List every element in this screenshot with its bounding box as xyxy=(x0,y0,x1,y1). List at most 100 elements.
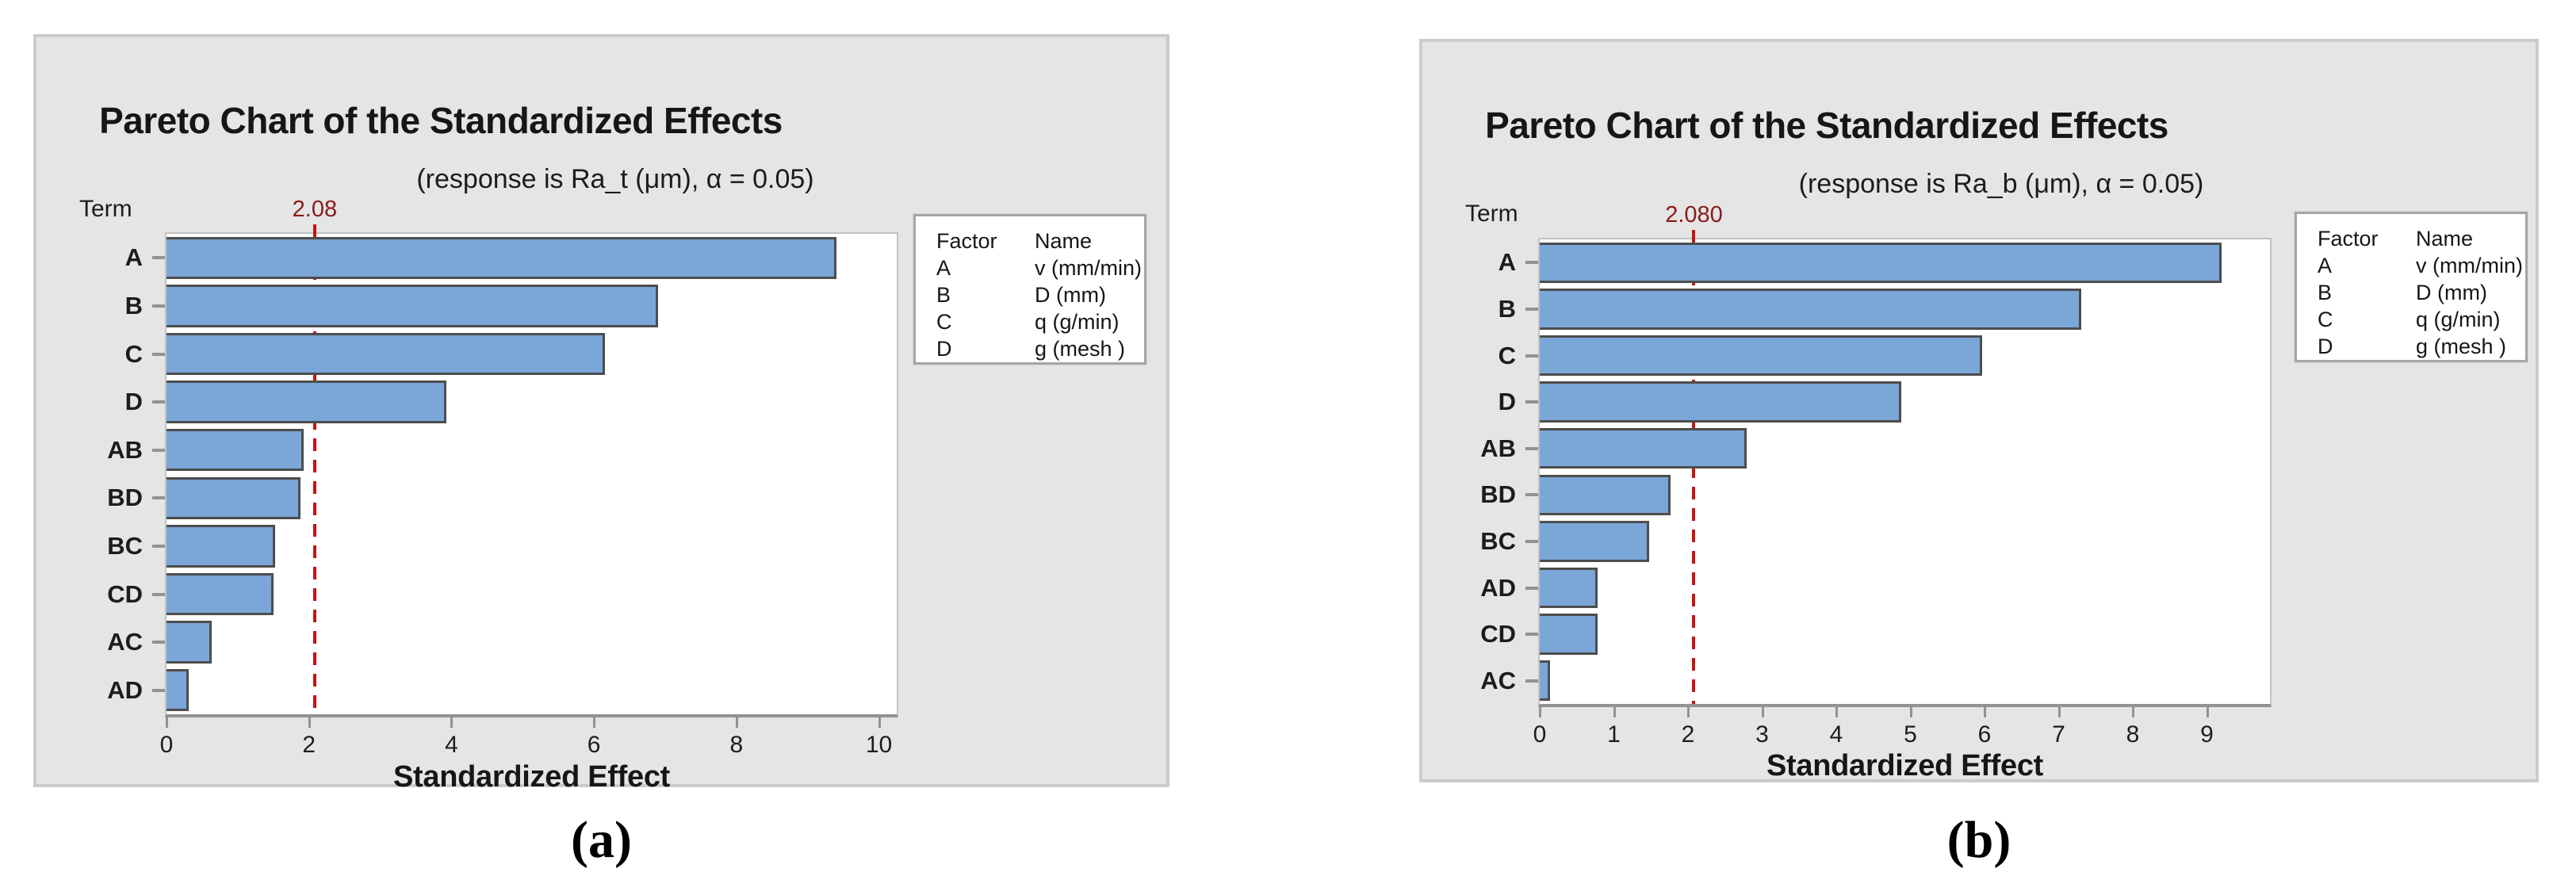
legend-factor-B: B xyxy=(936,283,951,307)
effect-bar-AD xyxy=(167,669,189,712)
term-label-AB: AB xyxy=(1480,434,1516,462)
x-tick-label: 5 xyxy=(1904,721,1917,748)
reference-value-label: 2.08 xyxy=(292,197,338,222)
x-tick-label: 9 xyxy=(2200,721,2214,748)
effect-bar-B xyxy=(167,285,658,327)
term-label-C: C xyxy=(124,339,143,368)
effect-bar-BC xyxy=(1540,521,1650,562)
term-label-C: C xyxy=(1498,341,1516,369)
legend-header-name: Name xyxy=(2416,227,2474,251)
term-label-CD: CD xyxy=(107,579,143,608)
y-tick xyxy=(152,256,165,260)
legend-name-B: D (mm) xyxy=(2416,281,2487,304)
subfigure-label-a: (a) xyxy=(571,811,632,869)
y-tick xyxy=(1525,586,1538,590)
x-tick xyxy=(1687,707,1690,717)
y-tick xyxy=(152,448,165,452)
x-tick xyxy=(1539,707,1541,717)
y-axis-title: Term xyxy=(1465,201,1518,227)
x-tick xyxy=(1909,707,1912,717)
x-tick xyxy=(2057,707,2061,717)
effect-bar-AB xyxy=(1540,427,1747,469)
term-label-B: B xyxy=(124,291,143,319)
legend-factor-D: D xyxy=(2318,335,2333,358)
y-tick xyxy=(1525,307,1538,311)
x-tick-label: 0 xyxy=(159,732,174,758)
effect-bar-C xyxy=(1540,335,1983,377)
x-tick xyxy=(308,717,311,728)
x-tick-label: 3 xyxy=(1755,721,1769,748)
y-tick xyxy=(1525,354,1538,358)
reference-value-label: 2.080 xyxy=(1665,202,1723,228)
legend-factor-C: C xyxy=(2318,308,2333,331)
term-label-A: A xyxy=(1498,248,1516,277)
y-tick xyxy=(1525,539,1538,543)
term-label-D: D xyxy=(124,388,143,416)
y-tick xyxy=(152,592,165,596)
term-label-AD: AD xyxy=(1480,573,1516,602)
term-label-B: B xyxy=(1498,294,1516,323)
legend-factor-B: B xyxy=(2318,281,2333,304)
x-tick xyxy=(878,717,881,728)
x-axis-title: Standardized Effect xyxy=(392,760,671,794)
x-tick xyxy=(166,717,168,728)
effect-bar-A xyxy=(1540,242,2222,284)
y-tick xyxy=(1525,633,1538,637)
x-tick xyxy=(2132,707,2135,717)
x-tick-label: 2 xyxy=(302,732,316,758)
x-tick-label: 8 xyxy=(729,732,744,758)
x-tick xyxy=(593,717,596,728)
legend-factor-D: D xyxy=(936,337,952,361)
x-tick xyxy=(1761,707,1764,717)
x-tick-label: 10 xyxy=(865,732,893,758)
effect-bar-AC xyxy=(1540,660,1551,702)
pareto-chart-a: Pareto Chart of the Standardized Effects… xyxy=(33,34,1169,794)
legend-name-C: q (g/min) xyxy=(2416,308,2501,331)
effect-bar-CD xyxy=(1540,614,1598,655)
effect-bar-A xyxy=(167,236,836,279)
y-axis-title: Term xyxy=(79,196,132,222)
x-tick xyxy=(735,717,738,728)
x-tick xyxy=(450,717,454,728)
x-axis-title: Standardized Effect xyxy=(1766,749,2044,782)
x-tick-label: 4 xyxy=(445,732,458,758)
legend-header-name: Name xyxy=(1035,229,1093,253)
x-tick xyxy=(1613,707,1616,717)
y-tick xyxy=(152,544,165,548)
y-tick xyxy=(1525,446,1538,450)
x-tick xyxy=(1835,707,1838,717)
x-tick-label: 7 xyxy=(2052,721,2065,748)
term-label-A: A xyxy=(124,243,143,272)
plot-area xyxy=(165,224,898,717)
y-tick xyxy=(152,400,165,404)
chart-title: Pareto Chart of the Standardized Effects xyxy=(99,100,783,141)
legend-factor-A: A xyxy=(2318,254,2333,277)
term-label-BC: BC xyxy=(1480,526,1516,555)
x-tick-label: 4 xyxy=(1829,721,1843,748)
pareto-chart-b: Pareto Chart of the Standardized Effects… xyxy=(1419,39,2539,782)
legend-factor-A: A xyxy=(936,256,951,280)
term-label-D: D xyxy=(1498,388,1516,416)
term-label-BD: BD xyxy=(107,484,143,512)
effect-bar-C xyxy=(167,332,605,376)
legend-header-factor: Factor xyxy=(936,229,997,253)
y-tick xyxy=(152,641,165,644)
effect-bar-B xyxy=(1540,289,2081,330)
legend-name-A: v (mm/min) xyxy=(2416,254,2523,277)
x-tick-label: 6 xyxy=(1977,721,1992,748)
legend-name-D: g (mesh ) xyxy=(2416,335,2507,358)
term-label-BD: BD xyxy=(1480,480,1516,509)
y-tick xyxy=(152,688,165,692)
x-tick-label: 0 xyxy=(1533,721,1547,748)
term-label-AC: AC xyxy=(107,628,143,656)
y-tick xyxy=(152,304,165,308)
chart-title: Pareto Chart of the Standardized Effects xyxy=(1485,105,2168,146)
effect-bar-BC xyxy=(167,525,275,568)
x-tick-label: 6 xyxy=(587,732,601,758)
term-label-CD: CD xyxy=(1480,620,1516,648)
legend-factor-C: C xyxy=(936,310,952,334)
